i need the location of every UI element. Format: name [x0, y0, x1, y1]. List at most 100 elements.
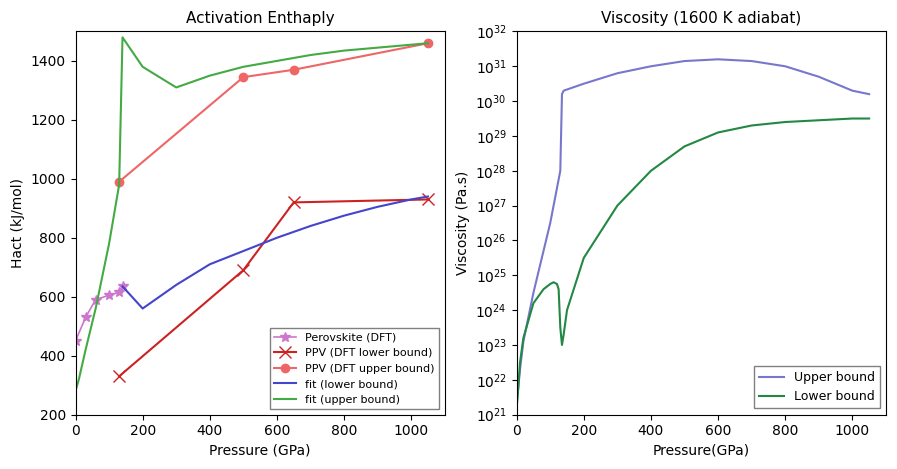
Upper bound [579, 81, 589, 86]
PPV (DFT lower bound) [238, 267, 248, 273]
Upper bound [552, 185, 562, 191]
fit (upper bound) [114, 182, 125, 188]
Upper bound [779, 63, 790, 69]
Lower bound [513, 384, 524, 390]
X-axis label: Pressure(GPa): Pressure(GPa) [653, 444, 750, 458]
fit (upper bound) [70, 388, 81, 394]
fit (lower bound) [372, 204, 383, 210]
fit (upper bound) [137, 64, 148, 69]
Lower bound [779, 119, 790, 125]
fit (lower bound) [238, 248, 248, 254]
Line: fit (lower bound): fit (lower bound) [123, 197, 428, 309]
fit (upper bound) [422, 40, 433, 46]
Upper bound [515, 366, 526, 372]
Line: Upper bound: Upper bound [517, 59, 869, 404]
Upper bound [864, 91, 875, 97]
Line: PPV (DFT upper bound): PPV (DFT upper bound) [115, 39, 432, 186]
Upper bound [646, 63, 657, 69]
fit (upper bound) [170, 84, 181, 90]
Upper bound [713, 56, 724, 62]
Lower bound [612, 203, 623, 208]
Lower bound [553, 287, 564, 292]
fit (upper bound) [118, 35, 128, 40]
Lower bound [562, 307, 572, 313]
PPV (DFT upper bound) [422, 40, 433, 46]
fit (upper bound) [405, 42, 416, 47]
Upper bound [847, 88, 858, 93]
fit (lower bound) [118, 284, 128, 289]
Legend: Upper bound, Lower bound: Upper bound, Lower bound [753, 366, 880, 408]
fit (lower bound) [170, 282, 181, 288]
Upper bound [544, 220, 555, 226]
fit (upper bound) [205, 73, 215, 78]
Lower bound [746, 123, 757, 129]
Lower bound [646, 168, 657, 174]
fit (lower bound) [137, 306, 148, 311]
fit (lower bound) [405, 197, 416, 202]
PPV (DFT upper bound) [114, 179, 125, 185]
Upper bound [518, 339, 528, 344]
PPV (DFT upper bound) [238, 74, 248, 80]
Lower bound [579, 255, 589, 261]
Title: Activation Enthaply: Activation Enthaply [186, 11, 335, 26]
Upper bound [511, 401, 522, 407]
Upper bound [814, 74, 824, 80]
Upper bound [746, 58, 757, 64]
Perovskite (DFT) [80, 315, 91, 320]
PPV (DFT lower bound) [114, 373, 125, 379]
fit (upper bound) [91, 306, 101, 311]
fit (lower bound) [305, 223, 316, 229]
Upper bound [555, 168, 566, 174]
Upper bound [557, 91, 568, 97]
Lower bound [847, 116, 858, 121]
fit (upper bound) [238, 64, 248, 69]
Lower bound [511, 405, 522, 410]
fit (lower bound) [339, 213, 350, 219]
Lower bound [557, 342, 568, 348]
Lower bound [713, 129, 724, 135]
Lower bound [538, 287, 549, 292]
PPV (DFT upper bound) [288, 67, 299, 73]
Line: fit (upper bound): fit (upper bound) [75, 38, 428, 391]
Lower bound [679, 144, 690, 149]
Y-axis label: Hact (kJ/mol): Hact (kJ/mol) [11, 178, 25, 268]
Perovskite (DFT) [91, 297, 101, 303]
Lower bound [558, 332, 569, 337]
Line: Perovskite (DFT): Perovskite (DFT) [71, 281, 127, 346]
fit (upper bound) [305, 52, 316, 58]
Perovskite (DFT) [70, 338, 81, 344]
fit (lower bound) [272, 235, 283, 241]
X-axis label: Pressure (GPa): Pressure (GPa) [209, 444, 311, 458]
Upper bound [528, 290, 539, 295]
Upper bound [679, 58, 690, 64]
PPV (DFT lower bound) [288, 200, 299, 205]
fit (upper bound) [74, 377, 84, 382]
Lower bound [518, 335, 528, 341]
Lower bound [555, 325, 566, 330]
Title: Viscosity (1600 K adiabat): Viscosity (1600 K adiabat) [601, 11, 801, 26]
Lower bound [552, 281, 562, 287]
Upper bound [513, 384, 524, 390]
Upper bound [612, 70, 623, 76]
Legend: Perovskite (DFT), PPV (DFT lower bound), PPV (DFT upper bound), fit (lower bound: Perovskite (DFT), PPV (DFT lower bound),… [270, 328, 440, 409]
PPV (DFT lower bound) [422, 197, 433, 202]
Lower bound [515, 360, 526, 365]
fit (lower bound) [422, 194, 433, 199]
Lower bound [864, 116, 875, 121]
fit (upper bound) [272, 58, 283, 64]
Y-axis label: Viscosity (Pa.s): Viscosity (Pa.s) [456, 171, 470, 275]
fit (upper bound) [80, 347, 91, 353]
Perovskite (DFT) [118, 284, 128, 289]
fit (upper bound) [339, 48, 350, 53]
Lower bound [814, 117, 824, 123]
fit (upper bound) [372, 45, 383, 51]
Upper bound [558, 88, 569, 93]
Lower bound [548, 280, 559, 285]
fit (lower bound) [205, 262, 215, 267]
fit (upper bound) [104, 241, 115, 247]
Perovskite (DFT) [104, 293, 115, 298]
Lower bound [544, 281, 555, 287]
Lower bound [528, 300, 539, 306]
Line: PPV (DFT lower bound): PPV (DFT lower bound) [114, 194, 433, 382]
Perovskite (DFT) [114, 289, 125, 295]
